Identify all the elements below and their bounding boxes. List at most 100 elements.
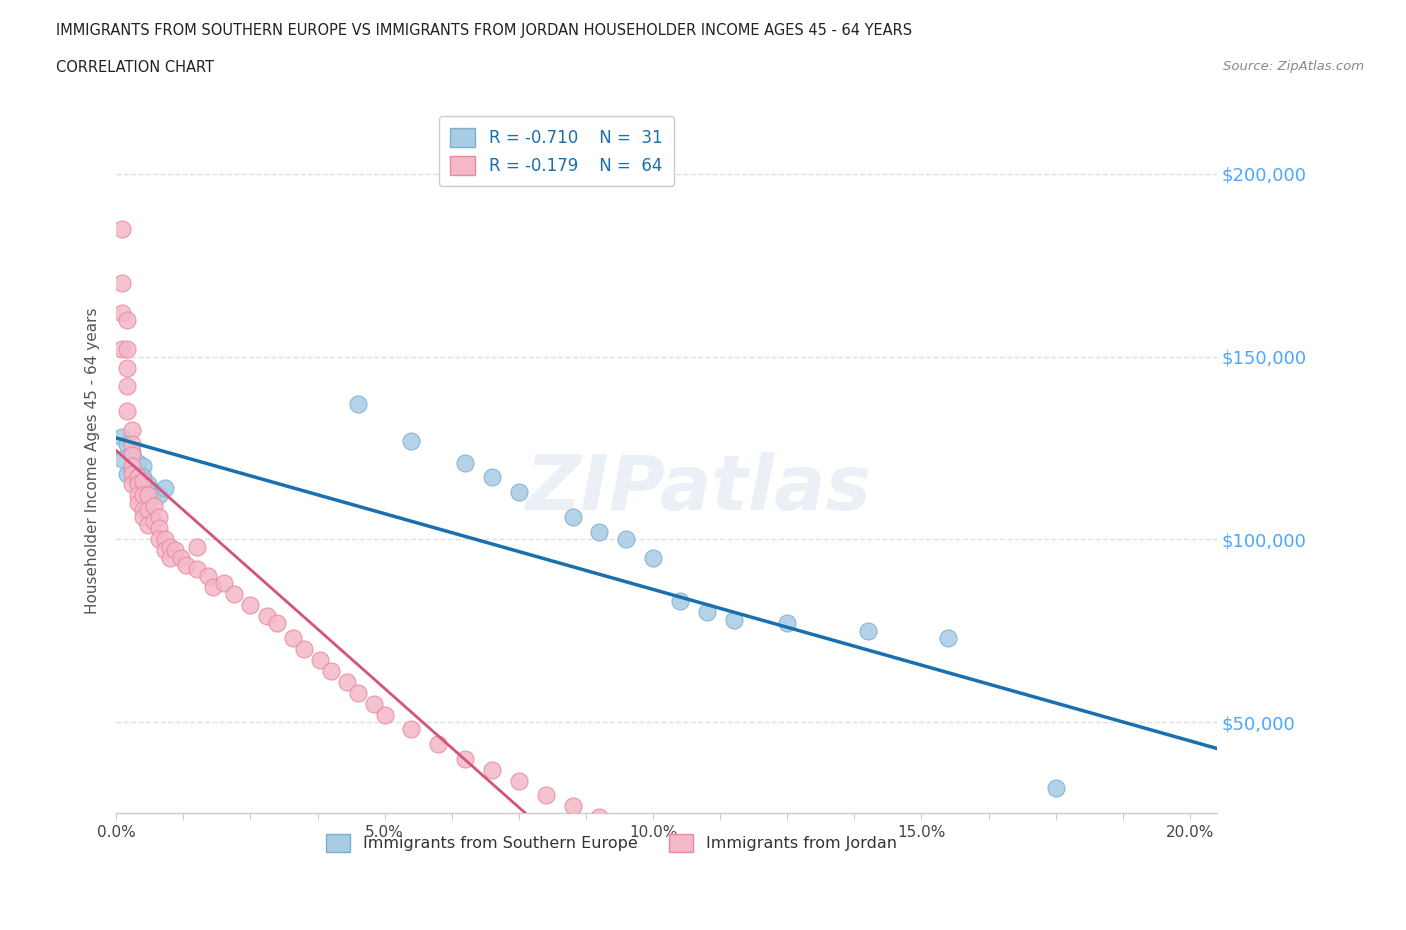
Point <box>309 653 332 668</box>
Point <box>776 616 799 631</box>
Point <box>588 525 610 539</box>
Point <box>723 612 745 627</box>
Point <box>115 466 138 481</box>
Point <box>363 697 385 711</box>
Point <box>186 539 208 554</box>
Point <box>127 473 149 488</box>
Legend: Immigrants from Southern Europe, Immigrants from Jordan: Immigrants from Southern Europe, Immigra… <box>319 827 904 858</box>
Point <box>142 485 165 499</box>
Point <box>138 477 160 492</box>
Point <box>427 737 450 751</box>
Point <box>614 532 637 547</box>
Point <box>153 532 176 547</box>
Point <box>138 517 160 532</box>
Point <box>121 422 143 437</box>
Point <box>401 433 423 448</box>
Point <box>454 455 477 470</box>
Point <box>121 458 143 473</box>
Point <box>142 499 165 514</box>
Point <box>111 342 134 357</box>
Point <box>148 488 170 503</box>
Point <box>346 396 368 411</box>
Point <box>266 616 288 631</box>
Point <box>170 551 193 565</box>
Point <box>201 579 224 594</box>
Point <box>115 360 138 375</box>
Point <box>115 379 138 393</box>
Point <box>153 543 176 558</box>
Point <box>111 221 134 236</box>
Point <box>374 708 396 723</box>
Point <box>121 437 143 452</box>
Point <box>319 663 342 678</box>
Point <box>148 521 170 536</box>
Point <box>256 608 278 623</box>
Point <box>508 773 530 788</box>
Point <box>132 510 155 525</box>
Point <box>127 470 149 485</box>
Point <box>138 488 160 503</box>
Point <box>111 451 134 466</box>
Text: Source: ZipAtlas.com: Source: ZipAtlas.com <box>1223 60 1364 73</box>
Point <box>115 342 138 357</box>
Point <box>121 445 143 459</box>
Point <box>1045 780 1067 795</box>
Point <box>111 305 134 320</box>
Point <box>346 685 368 700</box>
Point <box>115 312 138 327</box>
Point <box>121 466 143 481</box>
Point <box>239 598 262 613</box>
Point <box>132 502 155 517</box>
Point <box>508 485 530 499</box>
Point <box>132 488 155 503</box>
Point <box>132 470 155 485</box>
Point <box>159 551 181 565</box>
Point <box>174 557 197 572</box>
Point <box>111 276 134 291</box>
Point <box>481 470 503 485</box>
Point <box>138 502 160 517</box>
Point <box>115 404 138 418</box>
Point <box>669 594 692 609</box>
Text: CORRELATION CHART: CORRELATION CHART <box>56 60 214 75</box>
Text: ZIPatlas: ZIPatlas <box>526 452 873 526</box>
Point <box>561 799 583 814</box>
Point <box>292 642 315 657</box>
Point <box>614 820 637 835</box>
Point <box>588 810 610 825</box>
Point <box>534 788 557 803</box>
Point <box>115 437 138 452</box>
Point <box>401 722 423 737</box>
Point <box>1152 869 1174 883</box>
Point <box>132 458 155 473</box>
Point <box>481 763 503 777</box>
Point <box>127 496 149 511</box>
Point <box>936 631 959 645</box>
Point <box>165 543 187 558</box>
Point <box>212 576 235 591</box>
Text: IMMIGRANTS FROM SOUTHERN EUROPE VS IMMIGRANTS FROM JORDAN HOUSEHOLDER INCOME AGE: IMMIGRANTS FROM SOUTHERN EUROPE VS IMMIG… <box>56 23 912 38</box>
Point <box>454 751 477 766</box>
Point <box>696 605 718 620</box>
Point <box>153 481 176 496</box>
Point <box>127 488 149 503</box>
Point <box>142 513 165 528</box>
Point <box>121 462 143 477</box>
Point <box>121 477 143 492</box>
Point <box>856 623 879 638</box>
Point <box>148 510 170 525</box>
Point <box>127 477 149 492</box>
Point <box>283 631 305 645</box>
Point <box>121 448 143 463</box>
Point <box>111 430 134 445</box>
Point <box>148 532 170 547</box>
Point <box>561 510 583 525</box>
Point <box>127 455 149 470</box>
Point <box>224 587 246 602</box>
Point <box>336 674 359 689</box>
Point <box>186 561 208 576</box>
Y-axis label: Householder Income Ages 45 - 64 years: Householder Income Ages 45 - 64 years <box>86 308 100 614</box>
Point <box>159 539 181 554</box>
Point <box>197 568 219 583</box>
Point <box>132 473 155 488</box>
